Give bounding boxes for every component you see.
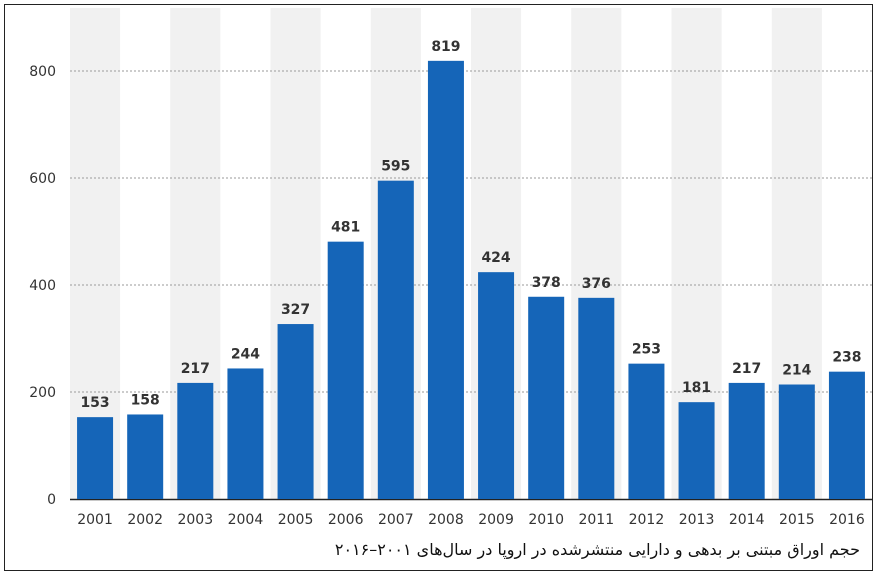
bar (127, 414, 164, 499)
bar-value-label: 481 (331, 220, 360, 236)
bar (427, 60, 464, 500)
bar-value-label: 217 (181, 361, 210, 377)
x-tick-label: 2012 (629, 512, 665, 528)
x-tick-label: 2016 (829, 512, 865, 528)
bar-value-label: 238 (832, 350, 861, 366)
bar-value-label: 153 (80, 395, 109, 411)
bar-value-label: 378 (532, 275, 561, 291)
x-tick-label: 2009 (478, 512, 514, 528)
bar (227, 368, 264, 499)
x-tick-label: 2014 (729, 512, 765, 528)
bar (327, 241, 364, 500)
bar-value-label: 244 (231, 346, 260, 362)
bar-value-label: 376 (582, 276, 611, 292)
x-tick-label: 2011 (578, 512, 614, 528)
bar (377, 180, 414, 500)
bar (177, 382, 214, 499)
bar-value-label: 214 (782, 363, 811, 379)
bar (77, 417, 114, 499)
x-tick-label: 2010 (528, 512, 564, 528)
bar (277, 324, 314, 499)
bar (828, 371, 865, 499)
bar (628, 363, 665, 499)
x-tick-label: 2008 (428, 512, 464, 528)
y-tick-label: 200 (29, 385, 56, 401)
x-tick-label: 2006 (328, 512, 364, 528)
x-tick-label: 2001 (77, 512, 113, 528)
y-tick-label: 400 (29, 278, 56, 294)
bar-value-label: 595 (381, 159, 410, 175)
bar (678, 402, 715, 499)
x-tick-label: 2005 (278, 512, 314, 528)
bar-value-label: 158 (131, 392, 160, 408)
bar-value-label: 217 (732, 361, 761, 377)
chart-caption: حجم اوراق مبتنی بر بدهی و دارایی منتشرشد… (334, 540, 860, 559)
x-tick-label: 2007 (378, 512, 414, 528)
bar-value-label: 327 (281, 302, 310, 318)
bar-value-label: 181 (682, 380, 711, 396)
x-tick-label: 2002 (127, 512, 163, 528)
x-tick-label: 2004 (228, 512, 264, 528)
y-tick-label: 0 (47, 492, 56, 508)
bar-value-label: 253 (632, 342, 661, 358)
bar-value-label: 424 (481, 250, 510, 266)
bar (778, 384, 815, 499)
x-tick-label: 2013 (679, 512, 715, 528)
x-tick-label: 2015 (779, 512, 815, 528)
chart-frame (4, 4, 873, 571)
x-tick-label: 2003 (177, 512, 213, 528)
bar-value-label: 819 (431, 39, 460, 55)
y-tick-label: 600 (29, 171, 56, 187)
y-tick-label: 800 (29, 64, 56, 80)
bar (728, 382, 765, 499)
bar (578, 297, 615, 499)
bar (478, 272, 515, 499)
bar (528, 296, 565, 499)
